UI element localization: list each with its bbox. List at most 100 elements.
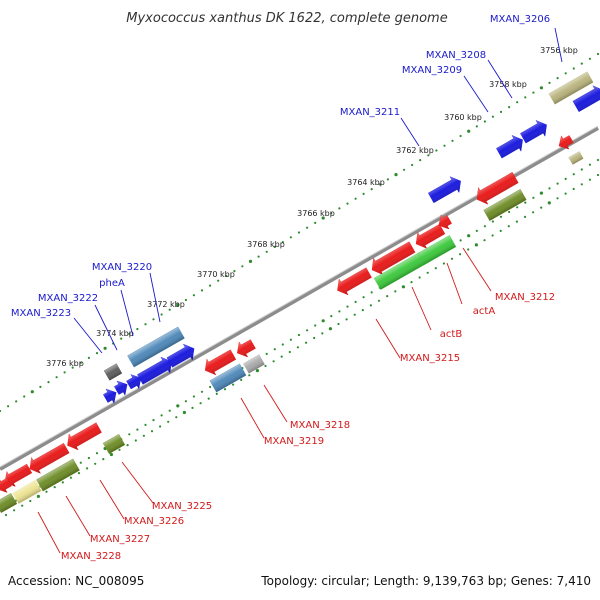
gene-label[interactable]: MXAN_3212 <box>462 247 555 303</box>
gene-label-text[interactable]: MXAN_3223 <box>11 308 71 319</box>
gene-features <box>0 71 600 513</box>
gene-label[interactable]: MXAN_3208 <box>426 50 513 99</box>
tick-mark <box>192 395 195 398</box>
kbp-scale-label: 3776 kbp <box>46 359 84 368</box>
tick-mark <box>540 206 543 209</box>
gene-label-text[interactable]: actB <box>440 329 463 340</box>
tick-mark <box>394 173 398 177</box>
gene-label[interactable]: MXAN_3206 <box>490 14 563 63</box>
tick-mark <box>588 57 592 60</box>
tick-mark <box>152 419 155 422</box>
tick-mark <box>330 212 333 215</box>
gene-label[interactable]: MXAN_3225 <box>121 461 212 512</box>
gene-label-text[interactable]: MXAN_3208 <box>426 50 486 61</box>
tick-mark <box>86 467 89 470</box>
gene-label[interactable]: MXAN_3219 <box>240 397 324 447</box>
leader-line <box>65 495 91 537</box>
tick-mark <box>475 125 478 128</box>
gene-label[interactable]: actB <box>411 286 463 340</box>
tick-mark <box>281 241 284 244</box>
gene-label[interactable]: MXAN_3215 <box>375 318 460 364</box>
tick-mark <box>53 486 56 489</box>
gene-feature <box>415 224 446 249</box>
gene-label-text[interactable]: MXAN_3222 <box>38 293 98 304</box>
tick-mark <box>0 409 2 413</box>
tick-mark <box>467 234 471 238</box>
tick-mark <box>580 183 583 186</box>
gene-label[interactable]: MXAN_3226 <box>99 479 184 527</box>
gene-label-text[interactable]: MXAN_3219 <box>264 436 324 447</box>
tick-mark <box>128 332 131 335</box>
gene-label[interactable]: pheA <box>99 278 134 337</box>
tick-mark <box>523 215 527 218</box>
gene-label[interactable]: MXAN_3211 <box>340 107 420 147</box>
gene-feature <box>243 354 265 374</box>
gene-label[interactable]: MXAN_3222 <box>38 293 118 351</box>
gene-label[interactable]: MXAN_3220 <box>92 262 161 323</box>
tick-mark <box>150 430 154 433</box>
tick-mark <box>354 300 357 303</box>
tick-mark <box>160 313 163 316</box>
tick-mark <box>248 374 251 377</box>
gene-label-text[interactable]: MXAN_3225 <box>152 501 212 512</box>
tick-mark <box>539 86 544 90</box>
tick-mark <box>191 406 194 409</box>
gene-label-text[interactable]: MXAN_3227 <box>90 534 150 545</box>
tick-mark <box>182 410 186 415</box>
gene-label[interactable]: actA <box>446 262 496 317</box>
gene-label[interactable]: MXAN_3223 <box>11 308 103 354</box>
tick-mark <box>232 383 235 386</box>
leader-line <box>400 117 420 147</box>
gene-label-text[interactable]: pheA <box>99 278 125 289</box>
tick-mark <box>459 253 462 256</box>
tick-mark <box>346 305 349 308</box>
gene-label-text[interactable]: MXAN_3212 <box>495 292 555 303</box>
tick-mark <box>217 279 220 282</box>
tick-mark <box>516 206 519 209</box>
gene-label-text[interactable]: actA <box>473 306 496 317</box>
kbp-scale-label: 3770 kbp <box>197 270 235 279</box>
tick-mark <box>102 458 105 461</box>
gene-label-text[interactable]: MXAN_3228 <box>61 551 121 562</box>
tick-mark <box>168 409 171 412</box>
tick-mark <box>467 248 470 251</box>
tick-mark <box>450 257 454 260</box>
gene-label[interactable]: MXAN_3228 <box>37 511 121 562</box>
gene-label-text[interactable]: MXAN_3209 <box>402 65 462 76</box>
tick-mark <box>63 371 66 374</box>
tick-mark <box>338 207 341 210</box>
tick-mark <box>499 229 502 232</box>
gene-label-text[interactable]: MXAN_3218 <box>290 420 350 431</box>
gene-feature <box>417 235 457 265</box>
gene-feature <box>548 71 594 105</box>
tick-mark <box>507 225 510 228</box>
gene-label-text[interactable]: MXAN_3226 <box>124 516 184 527</box>
tick-mark <box>109 452 113 457</box>
tick-mark <box>361 309 364 312</box>
gene-label[interactable]: MXAN_3227 <box>65 495 150 545</box>
tick-mark <box>30 390 34 394</box>
tick-mark <box>71 366 74 369</box>
tick-mark <box>313 336 316 340</box>
tick-mark <box>296 346 299 349</box>
gene-label-text[interactable]: MXAN_3211 <box>340 107 400 118</box>
tick-mark <box>289 338 292 341</box>
gene-label-text[interactable]: MXAN_3220 <box>92 262 152 273</box>
tick-mark <box>354 197 357 200</box>
gene-label[interactable]: MXAN_3209 <box>402 65 489 113</box>
tick-mark <box>403 168 406 171</box>
tick-mark <box>79 361 82 364</box>
leader-line <box>99 479 125 520</box>
tick-mark <box>152 318 155 321</box>
gene-label-text[interactable]: MXAN_3215 <box>400 353 460 364</box>
tick-mark <box>515 220 519 223</box>
leader-line <box>487 59 513 99</box>
gene-feature <box>496 135 523 159</box>
tick-mark <box>547 201 551 205</box>
gene-label-text[interactable]: MXAN_3206 <box>490 14 550 25</box>
tick-mark <box>427 154 430 157</box>
gene-label[interactable]: MXAN_3218 <box>263 384 350 431</box>
leader-line <box>375 318 401 359</box>
leader-line <box>263 384 288 423</box>
tick-mark <box>435 149 438 152</box>
